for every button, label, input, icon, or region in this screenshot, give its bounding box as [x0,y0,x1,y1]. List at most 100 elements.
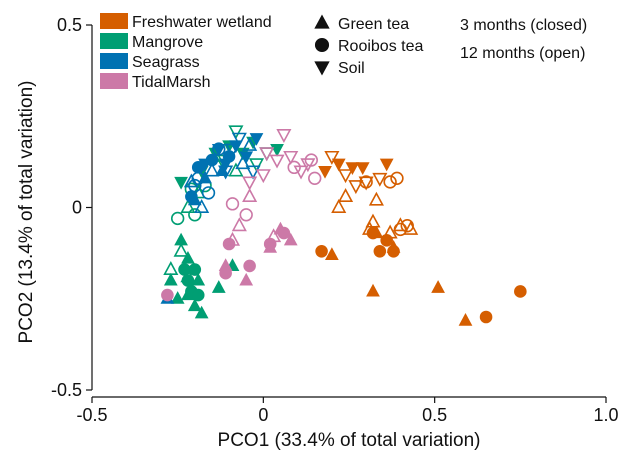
data-point [324,247,339,261]
data-point [400,219,414,233]
y-ticks: 0.5 0 -0.5 [51,15,92,400]
data-point [188,263,202,276]
legend-shape [314,37,330,53]
data-point [383,175,397,189]
data-point [222,237,236,251]
data-point [348,180,364,195]
data-point [194,305,209,319]
data-point [218,165,234,180]
data-point [362,220,378,235]
data-point [266,228,282,243]
legend-ecosystems: Freshwater wetland Mangrove Seagrass TidalM… [100,13,272,91]
data-point [201,186,216,200]
data-point [324,150,340,165]
legend-swatch [100,33,128,49]
data-point [315,245,328,258]
x-ticks: -0.5 0 0.5 1.0 [76,397,619,425]
data-point [163,261,179,276]
data-point [358,176,374,191]
legend-label: Freshwater wetland [132,14,272,31]
data-point [198,158,212,172]
data-point [231,132,247,147]
x-tick-label: -0.5 [76,405,107,425]
legend-shape [314,61,330,76]
data-point [239,272,254,286]
data-point [188,178,202,193]
data-point [194,198,210,213]
data-point [338,188,354,202]
legend-label: Green tea [338,16,409,33]
y-tick-label: -0.5 [51,380,82,400]
data-point [283,232,298,246]
data-points [160,125,527,326]
data-point [242,188,258,202]
legend-label: Rooibos tea [338,38,423,55]
data-point [243,259,256,273]
data-point [174,176,188,190]
data-point [170,291,185,304]
data-point [224,231,241,246]
data-point [211,280,226,293]
y-tick-label: 0 [72,198,82,218]
data-point [366,283,380,297]
data-point [225,197,240,211]
data-point [163,272,178,286]
data-point [345,162,360,176]
data-point [390,171,404,185]
legend-label: TidalMarsh [132,74,211,91]
data-point [204,162,220,177]
data-point [191,171,205,185]
data-point [255,169,271,184]
data-point [287,160,301,175]
x-tick-label: 0.5 [422,405,447,425]
data-point [219,266,232,280]
legend-label: 12 months (open) [460,45,585,62]
data-point [185,190,198,203]
legend-label: Soil [338,60,365,77]
data-point [180,198,196,213]
data-point [198,170,212,184]
data-point [318,165,332,179]
y-tick-label: 0.5 [57,15,82,35]
data-point [514,285,527,298]
data-point [331,158,346,172]
data-point [372,172,388,187]
data-point [403,220,419,235]
legend-swatch [100,53,128,69]
data-point [293,165,309,180]
data-point [393,222,408,237]
data-point [387,245,400,258]
data-point [235,155,251,170]
data-point [161,288,174,302]
data-point [368,191,384,206]
data-point [304,153,318,167]
data-point [218,158,233,172]
data-point [276,129,292,144]
data-point [181,250,195,264]
data-point [355,162,370,176]
x-tick-label: 1.0 [593,405,618,425]
data-point [331,198,347,213]
data-point [211,144,226,157]
legend-label: Mangrove [132,34,203,51]
data-point [239,208,253,222]
data-point [338,169,354,184]
data-point [248,158,265,173]
data-point [479,310,493,324]
legend-durations: 3 months (closed) 12 months (open) [460,17,587,62]
data-point [191,288,205,302]
data-point [373,245,387,258]
legend-swatch [100,13,128,29]
legend-swatch [100,73,128,89]
data-point [245,165,261,180]
data-point [431,280,445,293]
legend-label: 3 months (closed) [460,17,587,34]
data-point [242,176,258,191]
data-point [212,142,226,156]
data-point [228,162,244,177]
y-axis-title: PCO2 (13.4% of total variation) [16,81,37,344]
data-point [308,171,322,185]
data-point [283,150,299,165]
data-point [183,173,199,188]
